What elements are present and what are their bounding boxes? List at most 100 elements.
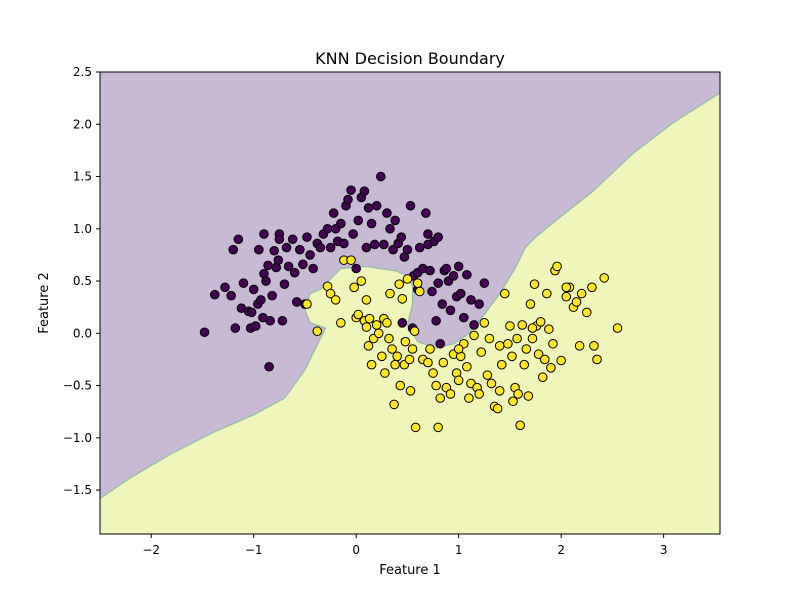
data-point-class-0 bbox=[230, 323, 241, 333]
data-point-class-1 bbox=[539, 354, 550, 365]
data-point-class-0 bbox=[441, 263, 452, 274]
data-point-class-1 bbox=[537, 372, 548, 383]
data-point-class-0 bbox=[263, 260, 273, 271]
data-point-class-1 bbox=[581, 307, 592, 318]
data-point-class-0 bbox=[388, 244, 398, 255]
y-tick-label: 1.5 bbox=[73, 170, 92, 184]
data-point-class-1 bbox=[576, 288, 587, 299]
data-point-class-0 bbox=[343, 194, 353, 205]
data-point-class-1 bbox=[433, 422, 443, 433]
data-point-class-1 bbox=[356, 276, 367, 286]
x-tick-label: 2 bbox=[557, 543, 565, 557]
data-point-class-0 bbox=[379, 239, 389, 250]
data-point-class-0 bbox=[339, 238, 349, 249]
x-tick-label: 1 bbox=[455, 543, 463, 557]
data-point-class-1 bbox=[412, 278, 423, 288]
data-point-class-1 bbox=[527, 323, 538, 333]
data-point-class-1 bbox=[445, 389, 456, 399]
data-point-class-1 bbox=[353, 309, 364, 320]
data-point-class-0 bbox=[283, 261, 294, 272]
decision-boundary bbox=[100, 92, 720, 499]
data-point-class-0 bbox=[264, 361, 274, 372]
data-point-class-1 bbox=[387, 344, 397, 354]
data-point-class-1 bbox=[394, 279, 405, 289]
data-point-class-1 bbox=[453, 375, 464, 386]
data-point-class-0 bbox=[474, 299, 484, 309]
data-point-class-1 bbox=[464, 393, 474, 403]
chart-title: KNN Decision Boundary bbox=[315, 49, 505, 68]
data-points bbox=[199, 171, 623, 433]
y-tick-label: −1.0 bbox=[63, 431, 92, 445]
data-point-class-1 bbox=[409, 326, 420, 337]
data-point-class-1 bbox=[363, 341, 374, 351]
y-tick-label: 0.0 bbox=[73, 326, 92, 340]
data-point-class-1 bbox=[494, 341, 505, 351]
data-point-class-0 bbox=[390, 215, 400, 226]
data-point-class-0 bbox=[265, 315, 275, 326]
data-point-class-0 bbox=[435, 338, 446, 349]
data-point-class-0 bbox=[261, 276, 271, 286]
data-point-class-1 bbox=[519, 359, 530, 370]
data-point-class-1 bbox=[405, 386, 416, 396]
data-point-class-1 bbox=[431, 380, 441, 391]
data-point-class-1 bbox=[612, 323, 623, 333]
data-point-class-0 bbox=[209, 289, 220, 300]
data-point-class-0 bbox=[328, 208, 339, 218]
data-point-class-0 bbox=[315, 242, 326, 253]
data-point-class-1 bbox=[561, 282, 572, 293]
data-point-class-0 bbox=[250, 321, 261, 331]
data-point-class-0 bbox=[348, 229, 358, 239]
data-point-class-1 bbox=[494, 386, 505, 396]
x-axis-label: Feature 1 bbox=[379, 563, 441, 578]
data-point-class-0 bbox=[462, 269, 472, 280]
data-point-class-1 bbox=[438, 357, 449, 368]
data-point-class-1 bbox=[373, 328, 384, 339]
data-point-class-1 bbox=[414, 286, 425, 297]
data-point-class-1 bbox=[366, 359, 377, 370]
data-point-class-1 bbox=[453, 344, 464, 354]
data-point-class-1 bbox=[486, 378, 497, 389]
data-point-class-0 bbox=[322, 223, 333, 234]
data-point-class-1 bbox=[389, 399, 399, 410]
data-point-class-0 bbox=[423, 229, 433, 239]
data-point-class-1 bbox=[392, 351, 402, 362]
data-point-class-1 bbox=[503, 338, 513, 349]
data-point-class-1 bbox=[529, 279, 540, 289]
x-tick-label: 0 bbox=[352, 543, 360, 557]
data-point-class-0 bbox=[233, 234, 244, 245]
data-point-class-0 bbox=[369, 239, 380, 250]
data-point-class-1 bbox=[469, 330, 479, 341]
data-point-class-1 bbox=[302, 299, 312, 309]
class0-region bbox=[100, 72, 720, 499]
data-point-class-1 bbox=[361, 322, 372, 332]
data-point-class-1 bbox=[535, 317, 546, 327]
data-point-class-1 bbox=[400, 336, 411, 347]
data-point-class-0 bbox=[353, 215, 364, 226]
data-point-class-0 bbox=[248, 284, 259, 295]
data-point-class-1 bbox=[548, 338, 558, 349]
data-point-class-1 bbox=[513, 389, 523, 399]
data-point-class-1 bbox=[423, 357, 433, 368]
data-point-class-1 bbox=[390, 359, 400, 370]
x-tick-label: −2 bbox=[142, 543, 160, 557]
data-point-class-1 bbox=[425, 344, 435, 354]
data-point-class-1 bbox=[325, 288, 336, 299]
data-point-class-1 bbox=[462, 361, 472, 372]
data-point-class-0 bbox=[351, 263, 361, 274]
data-point-class-1 bbox=[377, 351, 387, 362]
data-point-class-0 bbox=[346, 185, 356, 195]
data-point-class-1 bbox=[397, 294, 408, 304]
data-point-class-1 bbox=[589, 341, 599, 351]
data-point-class-1 bbox=[484, 333, 495, 344]
data-point-class-1 bbox=[380, 368, 390, 378]
data-point-class-1 bbox=[499, 288, 510, 299]
data-point-class-1 bbox=[395, 380, 406, 391]
data-point-class-0 bbox=[291, 297, 302, 307]
data-point-class-0 bbox=[199, 327, 210, 338]
plot-area bbox=[100, 72, 720, 534]
data-point-class-0 bbox=[256, 295, 266, 305]
data-point-class-1 bbox=[364, 313, 375, 324]
data-point-class-1 bbox=[552, 261, 562, 272]
data-point-class-1 bbox=[428, 368, 438, 378]
data-point-class-0 bbox=[382, 208, 392, 218]
